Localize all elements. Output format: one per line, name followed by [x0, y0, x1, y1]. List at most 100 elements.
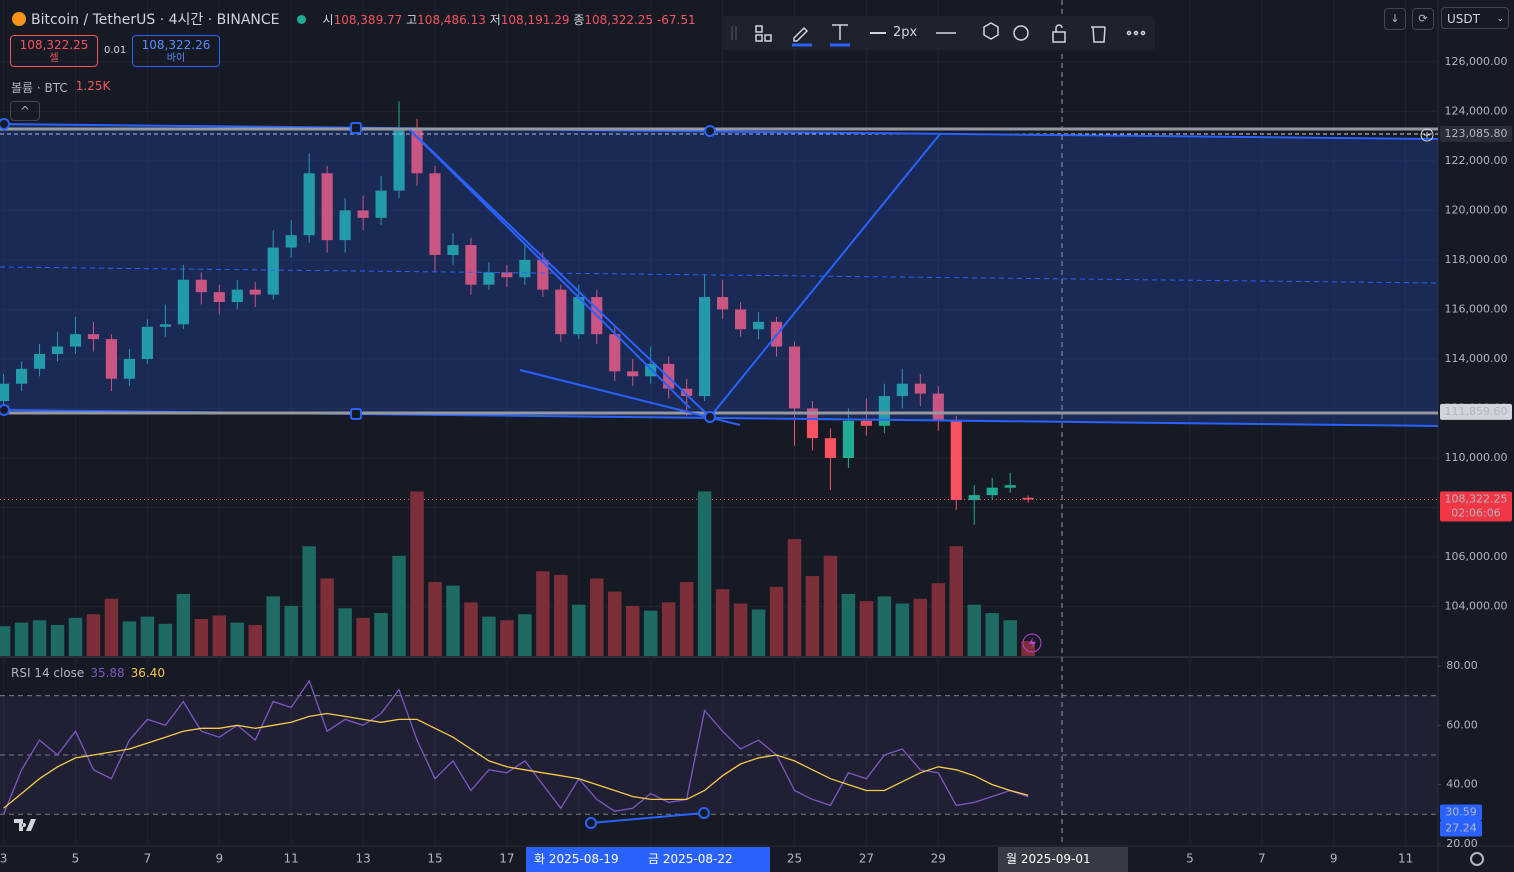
- y-tick-label: 116,000.00: [1445, 302, 1508, 315]
- volume-bar: [0, 626, 11, 656]
- line-color-icon[interactable]: [793, 26, 809, 42]
- x-tick-label: 29: [931, 852, 946, 866]
- handle[interactable]: [698, 807, 710, 819]
- volume-value: 1.25K: [75, 79, 111, 93]
- handle[interactable]: [704, 125, 716, 137]
- currency-select[interactable]: USDT ⌄: [1441, 7, 1509, 29]
- more-icon[interactable]: [1126, 30, 1132, 36]
- y-tick-label: 114,000.00: [1445, 352, 1508, 365]
- currency: USDT: [1447, 12, 1480, 26]
- settings-icon[interactable]: [983, 22, 999, 40]
- y-tick-label: 122,000.00: [1445, 154, 1508, 167]
- volume-bar: [122, 621, 137, 656]
- handle[interactable]: [585, 817, 597, 829]
- candle-body: [357, 210, 369, 218]
- wedge-line[interactable]: [519, 369, 741, 426]
- lock-icon[interactable]: [1055, 24, 1063, 32]
- alert-icon[interactable]: [1029, 637, 1036, 649]
- lock-icon[interactable]: [1052, 31, 1066, 43]
- candle-body: [267, 247, 279, 295]
- template-icon[interactable]: [755, 34, 763, 42]
- handle[interactable]: [0, 404, 10, 416]
- y-tick-label: 106,000.00: [1445, 550, 1508, 563]
- candle-body: [303, 173, 315, 236]
- volume-bar: [86, 614, 101, 656]
- candle-body: [842, 420, 854, 458]
- volume-bar: [895, 603, 910, 656]
- collapse-button[interactable]: ^: [10, 101, 40, 121]
- rsi-legend: RSI 14 close 35.88 36.40: [11, 666, 165, 680]
- candle-body: [51, 346, 64, 354]
- stroke-width[interactable]: 2px: [893, 25, 918, 40]
- candle-body: [699, 297, 711, 397]
- handle[interactable]: [350, 122, 362, 134]
- text-color-icon[interactable]: [832, 24, 848, 40]
- settings-icon[interactable]: [1470, 852, 1484, 866]
- triangle-line[interactable]: [709, 133, 941, 418]
- volume-bar: [14, 622, 29, 656]
- add-icon[interactable]: [1420, 128, 1434, 142]
- more-icon[interactable]: [1133, 30, 1139, 36]
- handle[interactable]: [350, 408, 362, 420]
- dropdown-arrow: ⌄: [1496, 14, 1504, 24]
- volume-bar: [967, 604, 981, 656]
- sell-button[interactable]: 108,322.25 셀: [10, 35, 98, 67]
- price-label-box: [1440, 126, 1512, 143]
- volume-bar: [913, 598, 928, 656]
- y-tick-label: 80.00: [1446, 659, 1478, 672]
- refresh-button[interactable]: ⟳: [1412, 8, 1434, 30]
- price-label-box: [1440, 403, 1512, 420]
- handle[interactable]: [704, 411, 716, 423]
- candle-body: [555, 289, 567, 335]
- cursor-label: 월 2025-09-01 17:00: [998, 847, 1128, 872]
- x-tick-label: 13: [355, 852, 370, 866]
- x-tick-label: 3: [0, 852, 7, 866]
- trend-line[interactable]: [0, 123, 1439, 140]
- y-tick-label: 104,000.00: [1445, 599, 1508, 612]
- volume-bar: [320, 578, 334, 656]
- drag-handle[interactable]: [731, 26, 737, 40]
- volume-bar: [823, 555, 838, 656]
- volume-bar: [643, 610, 658, 656]
- alert-icon[interactable]: [1022, 633, 1042, 653]
- divergence-line[interactable]: [590, 812, 705, 824]
- volume-bar: [590, 578, 604, 656]
- ohlc: 시108,389.77 고108,486.13 저108,191.29 종108…: [323, 11, 696, 28]
- volume-bar: [266, 596, 280, 656]
- volume-bar: [302, 546, 316, 656]
- buy-button[interactable]: 108,322.26 바이: [132, 35, 220, 67]
- symbol[interactable]: Bitcoin / TetherUS · 4시간 · BINANCE: [31, 12, 280, 28]
- candle-body: [681, 388, 693, 397]
- candle-body: [734, 309, 747, 330]
- handle[interactable]: [0, 118, 10, 130]
- template-icon[interactable]: [755, 25, 763, 33]
- alert-icon[interactable]: [1013, 25, 1029, 41]
- volume-bar: [356, 617, 370, 656]
- rectangle-drawing[interactable]: [0, 124, 1438, 426]
- template-icon[interactable]: [764, 34, 772, 42]
- coin-icon: [12, 12, 26, 26]
- triangle-line[interactable]: [409, 129, 711, 418]
- y-tick-label: 124,000.00: [1445, 104, 1508, 117]
- quantity[interactable]: 0.01: [104, 45, 127, 56]
- volume-bar: [284, 605, 298, 656]
- wedge-line[interactable]: [409, 129, 691, 409]
- volume-bar: [536, 571, 550, 656]
- delete-icon[interactable]: [1091, 26, 1106, 43]
- ohlc-label: 종: [573, 12, 585, 27]
- rsi-marker-box: [1440, 804, 1482, 821]
- candle-body: [806, 408, 819, 439]
- candle-body: [285, 235, 297, 248]
- more-icon[interactable]: [1140, 30, 1146, 36]
- sell-price: 108,322.25: [19, 38, 89, 52]
- candle-body: [33, 353, 46, 369]
- candle-body: [141, 326, 153, 359]
- add-icon[interactable]: [1424, 132, 1430, 138]
- download-button[interactable]: ↓: [1384, 8, 1406, 30]
- logo: [14, 819, 36, 831]
- candle-body: [932, 393, 944, 421]
- candle-body: [1004, 485, 1016, 488]
- volume-bar: [428, 582, 442, 656]
- candle-body: [159, 324, 171, 327]
- mid-line[interactable]: [0, 266, 1439, 284]
